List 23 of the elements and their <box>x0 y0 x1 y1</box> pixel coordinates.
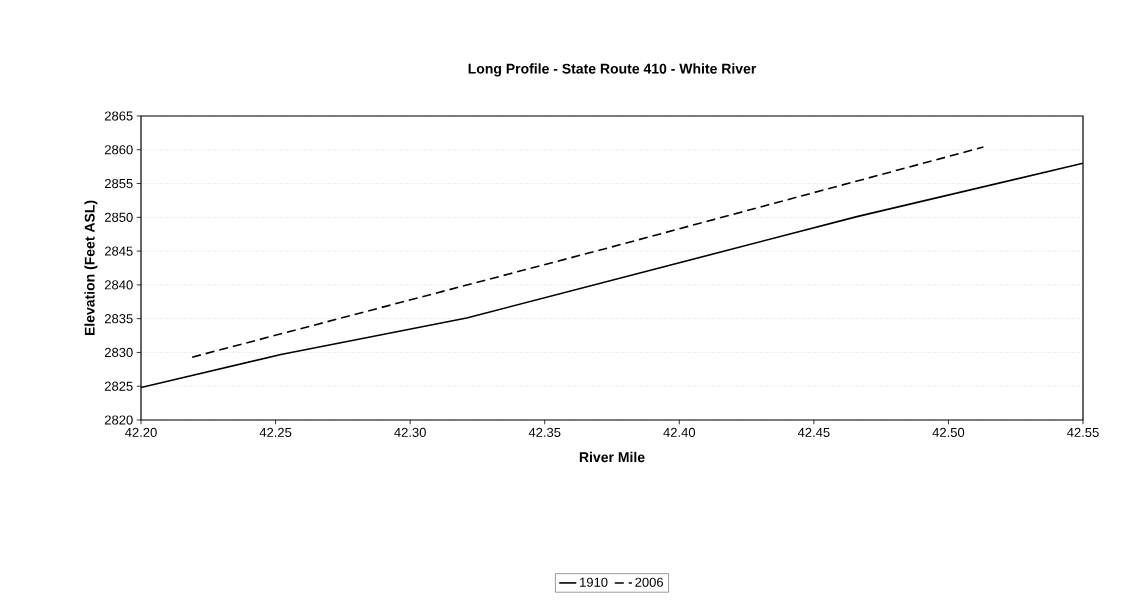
y-tick-label: 2855 <box>104 178 133 189</box>
y-tick-label: 2860 <box>104 145 133 155</box>
y-tick-label: 2845 <box>104 246 133 256</box>
x-tick-label: 42.50 <box>932 427 965 437</box>
x-tick-label: 42.55 <box>1067 427 1099 437</box>
x-tick-label: 42.40 <box>663 427 696 437</box>
y-tick-label: 2820 <box>104 415 133 425</box>
legend-label: 1910 <box>580 577 608 587</box>
x-tick-label: 42.45 <box>797 427 830 437</box>
x-tick-label: 42.25 <box>259 427 292 437</box>
x-tick-label: 42.30 <box>394 427 426 437</box>
y-tick-label: 2825 <box>104 381 133 391</box>
y-tick-label: 2840 <box>104 280 133 290</box>
y-tick-label: 2830 <box>104 347 133 358</box>
chart-title: Long Profile - State Route 410 - White River <box>468 63 757 77</box>
y-tick-label: 2835 <box>104 314 133 324</box>
x-tick-label: 42.20 <box>125 427 157 437</box>
x-axis-title: River Mile <box>579 451 645 463</box>
legend-label: 2006 <box>635 577 664 587</box>
x-tick-label: 42.35 <box>528 427 561 437</box>
y-axis-title: Elevation (Feet ASL) <box>84 200 98 336</box>
y-tick-label: 2865 <box>104 111 133 121</box>
y-tick-label: 2850 <box>104 212 133 222</box>
